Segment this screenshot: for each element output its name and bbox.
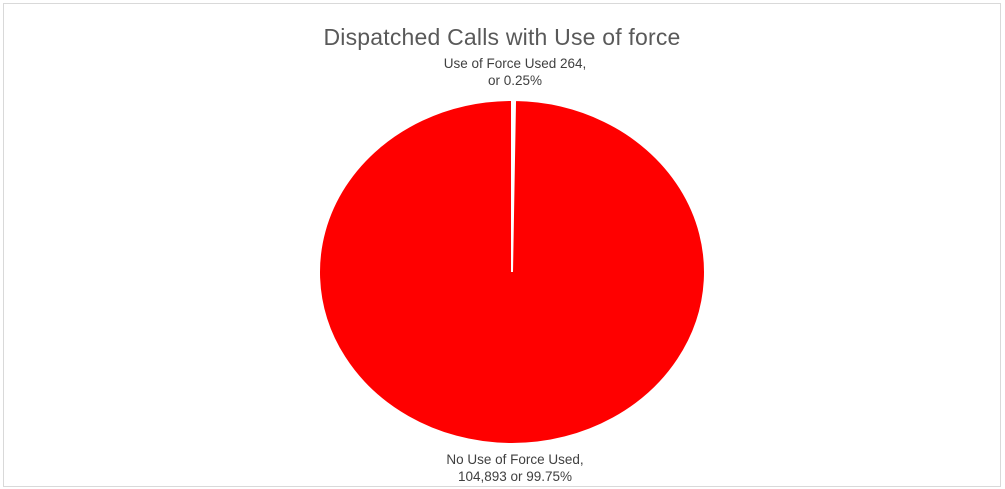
- chart-area: Dispatched Calls with Use of force Use o…: [3, 3, 1001, 487]
- chart-title: Dispatched Calls with Use of force: [323, 24, 681, 50]
- data-label-use-of-force-line1: Use of Force Used 264,: [443, 56, 587, 71]
- pie-slice-no-use-of-force-used: [318, 98, 706, 445]
- pie-chart: [318, 98, 706, 445]
- data-label-no-use-of-force-line2: 104,893 or 99.75%: [457, 469, 573, 484]
- data-label-use-of-force-line2: or 0.25%: [487, 73, 543, 88]
- data-label-no-use-of-force: No Use of Force Used, 104,893 or 99.75%: [405, 451, 625, 485]
- data-label-no-use-of-force-line1: No Use of Force Used,: [446, 452, 584, 467]
- data-label-use-of-force: Use of Force Used 264, or 0.25%: [405, 55, 625, 89]
